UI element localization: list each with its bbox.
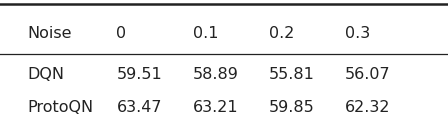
Text: 0.1: 0.1 xyxy=(193,26,218,41)
Text: 0.3: 0.3 xyxy=(345,26,370,41)
Text: DQN: DQN xyxy=(27,67,64,82)
Text: 59.85: 59.85 xyxy=(269,101,314,115)
Text: 58.89: 58.89 xyxy=(193,67,238,82)
Text: 63.47: 63.47 xyxy=(116,101,162,115)
Text: 55.81: 55.81 xyxy=(269,67,314,82)
Text: 59.51: 59.51 xyxy=(116,67,162,82)
Text: Noise: Noise xyxy=(27,26,71,41)
Text: 63.21: 63.21 xyxy=(193,101,238,115)
Text: 62.32: 62.32 xyxy=(345,101,391,115)
Text: ProtoQN: ProtoQN xyxy=(27,101,93,115)
Text: 56.07: 56.07 xyxy=(345,67,391,82)
Text: 0: 0 xyxy=(116,26,127,41)
Text: 0.2: 0.2 xyxy=(269,26,294,41)
